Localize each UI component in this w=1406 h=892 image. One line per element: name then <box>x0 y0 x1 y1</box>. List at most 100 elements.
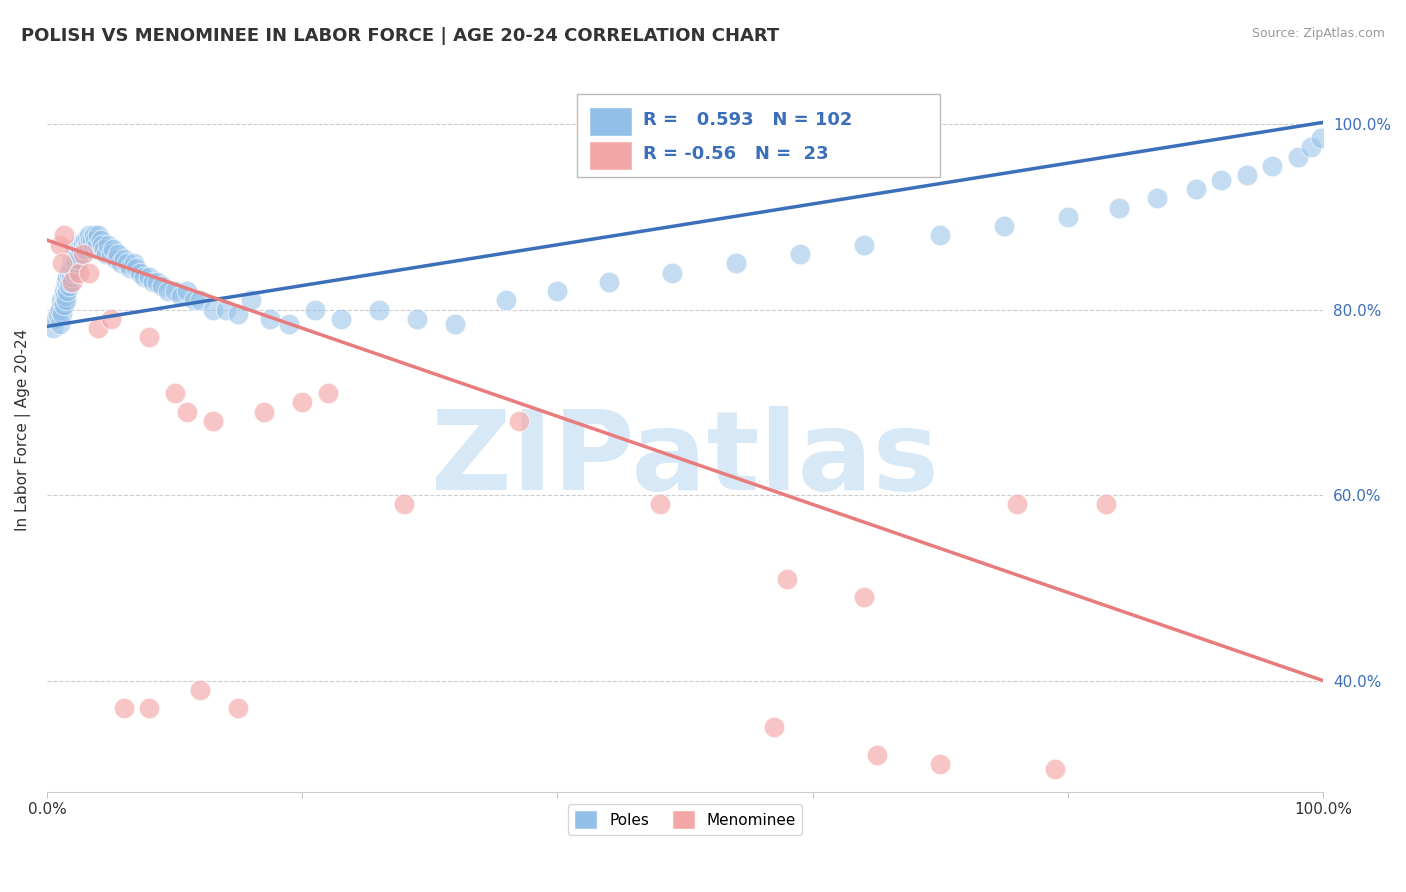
Point <box>70 243 93 257</box>
Point <box>776 572 799 586</box>
Point <box>48 237 70 252</box>
Text: POLISH VS MENOMINEE IN LABOR FORCE | AGE 20-24 CORRELATION CHART: POLISH VS MENOMINEE IN LABOR FORCE | AGE… <box>21 27 779 45</box>
Point <box>53 289 76 303</box>
Point <box>52 228 75 243</box>
Point <box>1236 168 1258 182</box>
Point <box>1045 762 1067 776</box>
Point <box>56 270 79 285</box>
Point <box>444 317 467 331</box>
Point <box>90 237 112 252</box>
Point <box>725 256 748 270</box>
Point <box>993 219 1015 234</box>
Point <box>125 260 148 275</box>
Point <box>66 247 89 261</box>
Point <box>1286 150 1309 164</box>
Point <box>110 256 132 270</box>
Point <box>93 243 115 257</box>
Point <box>176 405 198 419</box>
Point <box>59 260 82 275</box>
Text: ZIPatlas: ZIPatlas <box>432 406 939 513</box>
Point <box>62 252 84 266</box>
Point <box>52 298 75 312</box>
Point <box>87 321 110 335</box>
Point <box>661 266 683 280</box>
Point <box>48 317 70 331</box>
Point <box>51 307 73 321</box>
Text: R =   0.593   N = 102: R = 0.593 N = 102 <box>643 111 852 128</box>
Point <box>1211 173 1233 187</box>
Point <box>49 293 72 308</box>
Point <box>763 720 786 734</box>
Point <box>60 270 83 285</box>
Point <box>132 270 155 285</box>
Point <box>138 701 160 715</box>
Legend: Poles, Menominee: Poles, Menominee <box>568 804 803 835</box>
Point <box>1095 498 1118 512</box>
Point <box>55 293 77 308</box>
Point <box>176 284 198 298</box>
Point <box>62 266 84 280</box>
Point <box>329 312 352 326</box>
Point <box>129 266 152 280</box>
Point <box>1299 140 1322 154</box>
Point <box>508 414 530 428</box>
Point <box>122 256 145 270</box>
Point <box>76 233 98 247</box>
Text: Source: ZipAtlas.com: Source: ZipAtlas.com <box>1251 27 1385 40</box>
Point <box>62 252 84 266</box>
Point <box>82 243 104 257</box>
FancyBboxPatch shape <box>589 141 631 169</box>
Point <box>188 293 211 308</box>
Point <box>138 330 160 344</box>
Point <box>598 275 620 289</box>
Point <box>1309 131 1331 145</box>
Point <box>62 260 84 275</box>
Point <box>201 414 224 428</box>
Point <box>138 270 160 285</box>
Point <box>67 266 90 280</box>
Point <box>55 275 77 289</box>
Point <box>58 279 80 293</box>
Point <box>83 228 105 243</box>
Point <box>865 747 887 762</box>
Y-axis label: In Labor Force | Age 20-24: In Labor Force | Age 20-24 <box>15 329 31 532</box>
Point <box>157 284 180 298</box>
Point <box>72 247 94 261</box>
Point <box>183 293 205 308</box>
Point <box>45 312 67 326</box>
Point <box>80 233 103 247</box>
Point <box>214 302 236 317</box>
Point <box>406 312 429 326</box>
Point <box>1057 210 1080 224</box>
Point <box>76 237 98 252</box>
Point <box>56 284 79 298</box>
Point <box>228 701 250 715</box>
Point <box>67 252 90 266</box>
Point <box>852 237 875 252</box>
Point <box>77 266 100 280</box>
Point <box>58 266 80 280</box>
FancyBboxPatch shape <box>576 94 941 177</box>
Point <box>79 233 101 247</box>
Point <box>75 233 97 247</box>
Point <box>107 247 129 261</box>
Point <box>48 307 70 321</box>
Point <box>100 247 122 261</box>
Point <box>367 302 389 317</box>
Point <box>304 302 326 317</box>
Point <box>104 252 127 266</box>
Point <box>67 237 90 252</box>
Point <box>42 321 65 335</box>
Point <box>1108 201 1130 215</box>
Point <box>48 302 70 317</box>
Point <box>112 701 135 715</box>
Point <box>789 247 811 261</box>
Point <box>75 243 97 257</box>
Point <box>100 312 122 326</box>
Point <box>648 498 671 512</box>
Point <box>291 395 314 409</box>
Point <box>929 228 952 243</box>
Point <box>278 317 301 331</box>
Point <box>87 228 110 243</box>
Point <box>62 275 84 289</box>
